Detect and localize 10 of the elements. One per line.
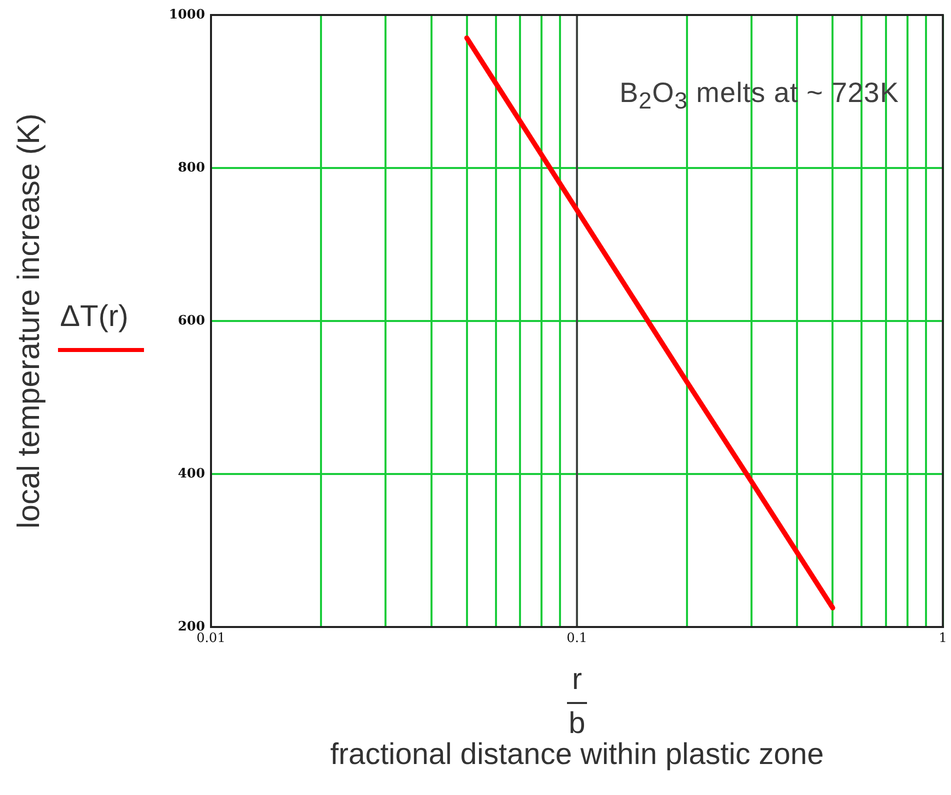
y-tick-label: 400	[178, 466, 205, 482]
y-tick-label: 1000	[168, 7, 205, 22]
y-tick-label: 800	[178, 160, 205, 176]
x-axis-title: r b fractional distance within plastic zone	[330, 663, 824, 771]
x-tick-label: 1	[938, 631, 948, 646]
x-tick-label: 0.01	[196, 631, 226, 646]
x-tick-label: 0.1	[566, 631, 588, 646]
text: ΔT(r)	[60, 300, 130, 334]
y-tick-label: 600	[178, 313, 205, 328]
y-axis-title: local temperature increase (K)	[11, 113, 46, 529]
